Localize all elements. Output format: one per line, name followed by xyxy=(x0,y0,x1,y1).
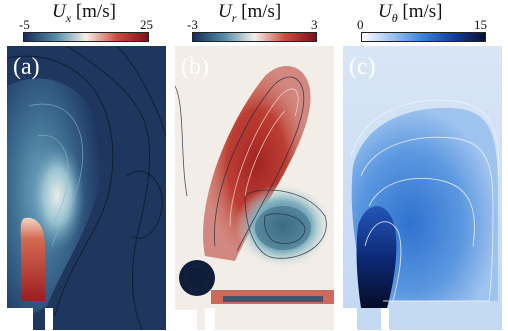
colorbar-utheta-title: Uθ [m/s] xyxy=(378,1,443,26)
panel-b-wall-shear xyxy=(223,296,323,302)
panel-a-contour-plot xyxy=(7,46,166,330)
colorbar-utheta-var: U xyxy=(378,1,392,22)
panel-b-ur-field: (b) xyxy=(175,46,334,330)
colorbar-utheta-gradient xyxy=(361,32,486,42)
panel-a-contour-lines xyxy=(7,46,166,330)
panel-c-wall-block xyxy=(343,308,357,330)
panel-a-label: (a) xyxy=(13,54,40,80)
panel-b-inner-contours xyxy=(229,88,299,227)
panel-a-wall-lip xyxy=(45,308,53,330)
panel-a-ux-field: (a) xyxy=(7,46,166,330)
panel-b-positive-core xyxy=(203,66,311,261)
panel-b-wall-lip xyxy=(205,308,215,330)
panel-a-inner-contours xyxy=(28,103,84,247)
panel-b-inlet-vortex xyxy=(179,260,215,296)
colorbar-ur-max: 3 xyxy=(311,17,318,32)
panel-b-negative-core xyxy=(255,206,311,250)
panel-c-contour-plot xyxy=(343,46,502,330)
panel-c-contour-lines xyxy=(350,99,500,302)
colorbar-ur-min: -3 xyxy=(187,17,198,32)
panel-c-label: (c) xyxy=(349,54,376,80)
colorbar-utheta-unit: [m/s] xyxy=(402,1,443,22)
panel-b-wall-block xyxy=(175,310,197,330)
panel-a-wall-block xyxy=(7,308,33,330)
colorbar-ux-max: 25 xyxy=(140,17,153,32)
colorbar-ur-sub: r xyxy=(231,10,237,25)
colorbar-ux-var: U xyxy=(52,1,66,22)
panel-c-utheta-field: (c) xyxy=(343,46,502,330)
panel-a-jet-core-glow xyxy=(29,141,85,251)
panel-a-inlet-jet xyxy=(20,217,45,301)
colorbar-ux-gradient xyxy=(23,32,149,42)
colorbar-utheta-max: 15 xyxy=(474,17,487,32)
colorbar-utheta-min: 0 xyxy=(357,17,364,32)
colorbar-utheta-sub: θ xyxy=(391,10,398,25)
colorbar-ur-title: Ur [m/s] xyxy=(218,1,281,26)
colorbar-ux-title: Ux [m/s] xyxy=(52,1,116,26)
panel-c-inlet-swirl xyxy=(356,206,397,308)
colorbar-ux-unit: [m/s] xyxy=(75,1,116,22)
colorbar-ux-min: -5 xyxy=(19,17,30,32)
colorbar-ur-var: U xyxy=(218,1,232,22)
colorbar-ur-unit: [m/s] xyxy=(241,1,282,22)
panel-b-label: (b) xyxy=(181,54,209,80)
panel-b-contour-plot xyxy=(175,46,334,330)
panel-c-wall-lip xyxy=(381,308,389,330)
panel-b-contour-lines xyxy=(175,76,327,291)
colorbar-ux-sub: x xyxy=(65,10,72,25)
colorbar-ur-gradient xyxy=(192,32,317,42)
